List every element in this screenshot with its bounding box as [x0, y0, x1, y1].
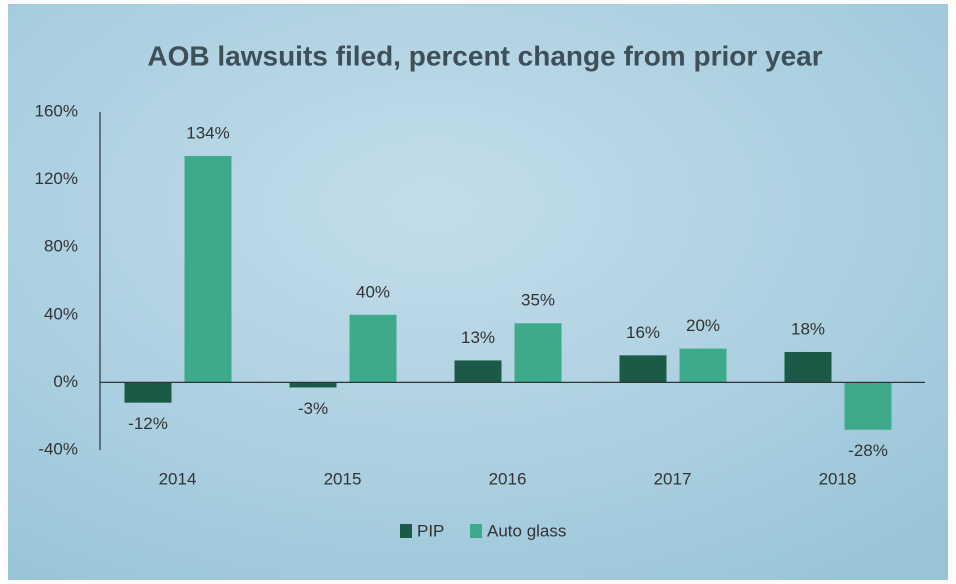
data-label: 16%: [626, 323, 660, 342]
x-tick-label: 2018: [819, 469, 857, 488]
y-tick-label: 40%: [44, 304, 78, 323]
legend-label: PIP: [417, 521, 444, 540]
data-label: 13%: [461, 328, 495, 347]
bar: [289, 382, 337, 388]
chart-title: AOB lawsuits filed, percent change from …: [147, 40, 822, 71]
data-label: 20%: [686, 316, 720, 335]
legend-swatch: [470, 524, 482, 538]
data-label: -28%: [848, 441, 888, 460]
data-label: -12%: [128, 414, 168, 433]
data-label: 35%: [521, 291, 555, 310]
background: [8, 4, 948, 580]
bar: [619, 355, 667, 383]
bar: [454, 360, 502, 383]
bar: [124, 382, 172, 403]
legend-label: Auto glass: [487, 521, 566, 540]
data-label: 18%: [791, 319, 825, 338]
x-tick-label: 2016: [489, 469, 527, 488]
data-label: -3%: [298, 399, 328, 418]
y-tick-label: 80%: [44, 237, 78, 256]
bar: [679, 348, 727, 383]
y-tick-label: 0%: [53, 372, 78, 391]
x-tick-label: 2015: [324, 469, 362, 488]
legend-swatch: [400, 524, 412, 538]
y-tick-label: 160%: [35, 101, 78, 120]
bar: [844, 382, 892, 430]
data-label: 134%: [186, 123, 229, 142]
y-tick-label: 120%: [35, 169, 78, 188]
bar: [349, 314, 397, 383]
bar: [184, 155, 232, 383]
y-tick-label: -40%: [38, 439, 78, 458]
x-tick-label: 2017: [654, 469, 692, 488]
bar: [784, 351, 832, 383]
x-tick-label: 2014: [159, 469, 197, 488]
data-label: 40%: [356, 282, 390, 301]
bar: [514, 323, 562, 383]
